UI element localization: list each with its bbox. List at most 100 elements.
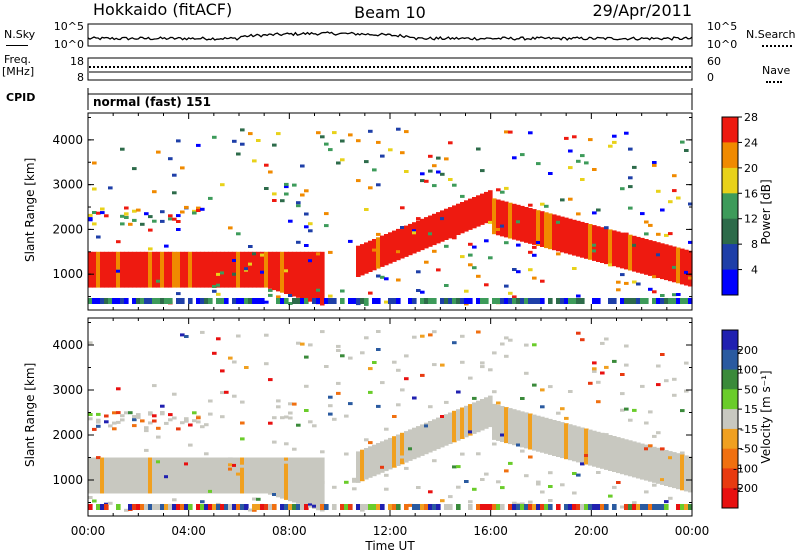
echo-cell: [332, 298, 337, 304]
echo-cell: [304, 384, 309, 388]
echo-cell: [92, 457, 97, 494]
echo-cell: [416, 217, 421, 221]
echo-cell: [548, 471, 553, 475]
echo-cell: [680, 248, 685, 285]
echo-cell: [588, 224, 593, 260]
echo-cell: [88, 213, 93, 217]
echo-cell: [528, 208, 533, 244]
echo-cell: [504, 284, 509, 288]
echo-cell: [300, 251, 305, 300]
echo-cell: [380, 465, 385, 469]
echo-cell: [540, 405, 545, 409]
echo-cell: [100, 457, 105, 494]
echo-cell: [276, 132, 281, 136]
echo-cell: [204, 251, 209, 288]
colorbar-frame: [721, 116, 739, 296]
echo-cell: [88, 457, 93, 494]
echo-cell: [272, 493, 277, 496]
echo-cell: [240, 457, 245, 494]
echo-cell: [432, 504, 437, 510]
echo-cell: [96, 251, 101, 288]
echo-cell: [464, 480, 469, 483]
echo-cell: [660, 448, 665, 485]
echo-cell: [504, 201, 509, 238]
echo-cell: [472, 266, 477, 270]
echo-cell: [216, 504, 221, 510]
echo-cell: [288, 402, 293, 406]
echo-cell: [252, 508, 257, 512]
echo-cell: [576, 446, 581, 450]
echo-cell: [612, 436, 617, 472]
echo-cell: [216, 298, 221, 304]
echo-cell: [96, 424, 101, 428]
echo-cell: [452, 236, 457, 240]
echo-cell: [496, 401, 501, 405]
echo-cell: [196, 143, 201, 147]
echo-cell: [356, 451, 361, 483]
echo-cell: [96, 211, 101, 215]
echo-cell: [128, 251, 133, 288]
echo-cell: [368, 291, 373, 295]
echo-cell: [484, 504, 489, 510]
echo-cell: [552, 214, 557, 251]
echo-cell: [460, 194, 465, 198]
echo-cell: [272, 457, 277, 496]
echo-cell: [536, 415, 541, 452]
echo-cell: [172, 251, 177, 288]
echo-cell: [160, 298, 165, 304]
echo-cell: [352, 487, 357, 491]
echo-cell: [116, 240, 121, 244]
echo-cell: [684, 455, 689, 492]
echo-cell: [148, 412, 153, 416]
echo-cell: [232, 139, 237, 143]
echo-cell: [668, 496, 673, 500]
echo-cell: [640, 237, 645, 274]
echo-cell: [556, 252, 561, 256]
echo-cell: [224, 504, 229, 510]
echo-cell: [592, 504, 597, 510]
echo-cell: [120, 251, 125, 288]
echo-cell: [308, 259, 313, 263]
echo-cell: [680, 140, 685, 144]
echo-cell: [236, 334, 241, 338]
echo-cell: [536, 162, 541, 166]
echo-cell: [572, 267, 577, 270]
echo-cell: [212, 251, 217, 288]
echo-cell: [164, 298, 169, 304]
echo-cell: [432, 363, 437, 367]
echo-cell: [396, 228, 401, 261]
velocity-ylabel: Slant Range [km]: [23, 362, 37, 467]
echo-cell: [668, 456, 673, 460]
echo-cell: [536, 298, 541, 304]
echo-cell: [304, 457, 309, 507]
echo-cell: [676, 293, 681, 296]
echo-cell: [608, 298, 613, 304]
echo-cell: [632, 462, 637, 466]
echo-cell: [580, 221, 585, 258]
echo-cell: [288, 294, 293, 297]
echo-cell: [412, 335, 417, 339]
echo-cell: [340, 289, 345, 293]
echo-cell: [612, 359, 617, 363]
echo-cell: [668, 245, 673, 282]
echo-cell: [368, 240, 373, 272]
echo-cell: [432, 459, 437, 463]
echo-cell: [424, 260, 429, 264]
echo-cell: [596, 380, 601, 384]
echo-cell: [232, 259, 237, 262]
echo-cell: [608, 263, 613, 267]
echo-cell: [660, 298, 665, 304]
echo-cell: [392, 360, 397, 364]
echo-cell: [328, 412, 333, 416]
echo-cell: [372, 451, 377, 455]
echo-cell: [608, 435, 613, 471]
echo-cell: [232, 457, 237, 494]
echo-cell: [600, 504, 605, 510]
echo-cell: [272, 192, 277, 196]
echo-cell: [568, 390, 573, 393]
echo-cell: [596, 298, 601, 304]
echo-cell: [572, 135, 577, 139]
echo-cell: [520, 205, 525, 242]
echo-cell: [476, 298, 481, 304]
echo-cell: [240, 128, 245, 132]
